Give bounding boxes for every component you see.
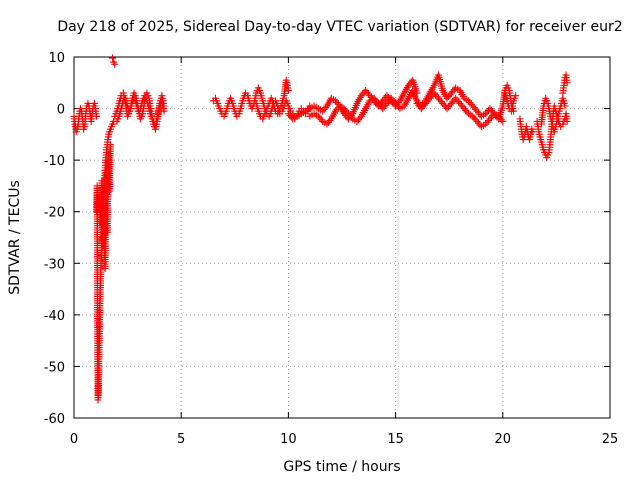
y-tick-label: -40 (44, 309, 65, 324)
data-point (317, 116, 325, 124)
y-tick-label: -60 (44, 412, 65, 427)
data-point (322, 104, 330, 112)
x-axis-label: GPS time / hours (283, 459, 400, 475)
data-point (563, 117, 571, 125)
data-point (512, 92, 520, 100)
axis-ticks: 0 5 10 15 20 25 -60 -50 -40 -30 -20 -10 0 10 (44, 51, 619, 447)
data-point (326, 117, 334, 125)
data-point (111, 60, 119, 68)
data-point (109, 54, 117, 62)
x-tick-label: 5 (177, 432, 185, 447)
data-point (356, 114, 364, 122)
y-tick-label: -10 (44, 154, 65, 169)
data-point (463, 108, 471, 116)
x-tick-label: 10 (280, 432, 297, 447)
data-point (563, 79, 571, 87)
y-tick-label: -50 (44, 360, 65, 375)
y-tick-label: 10 (48, 51, 65, 66)
data-point (93, 112, 101, 120)
data-point (347, 113, 355, 121)
data-point (529, 128, 537, 136)
data-point (499, 117, 507, 125)
x-tick-label: 15 (387, 432, 404, 447)
x-tick-label: 20 (495, 432, 512, 447)
series-sdtvar (70, 54, 571, 404)
data-point (497, 116, 505, 124)
data-point (284, 87, 292, 95)
y-axis-label: SDTVAR / TECUs (7, 180, 23, 295)
data-point (160, 107, 168, 115)
y-tick-label: -30 (44, 257, 65, 272)
chart-title: Day 218 of 2025, Sidereal Day-to-day VTE… (57, 19, 622, 35)
plot-frame (73, 56, 611, 419)
data-point (106, 141, 114, 149)
y-tick-label: -20 (44, 206, 65, 221)
data-point (561, 102, 569, 110)
x-tick-label: 0 (70, 432, 78, 447)
y-tick-label: 0 (57, 103, 65, 118)
x-tick-label: 25 (602, 432, 619, 447)
